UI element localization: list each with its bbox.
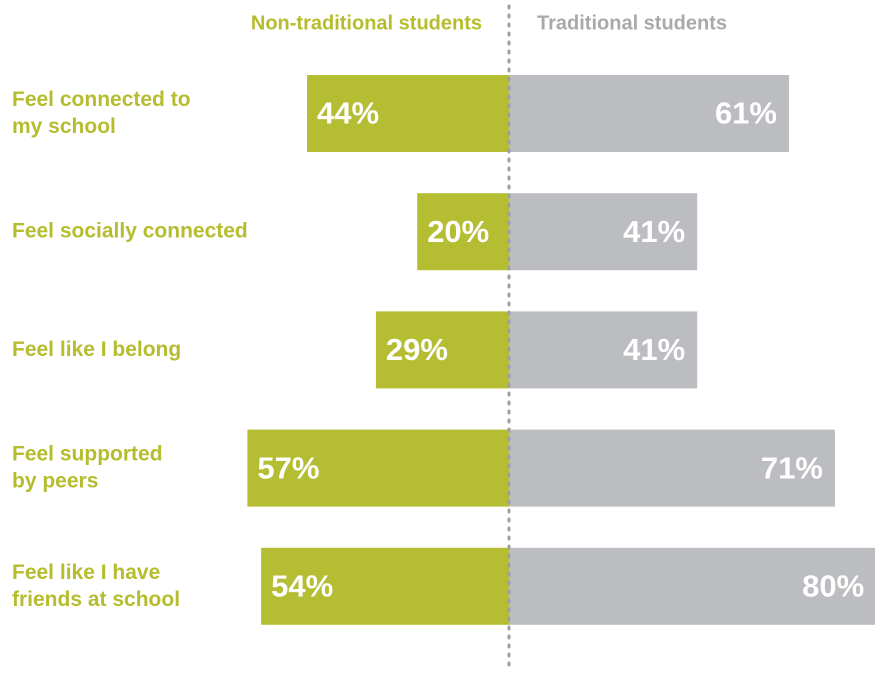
bar	[247, 429, 509, 507]
bar	[261, 547, 509, 625]
bar	[509, 547, 875, 625]
category-label: Feel supported by peers	[12, 442, 163, 492]
bar	[509, 429, 835, 507]
value-label: 71%	[761, 450, 823, 485]
legend-entry: Traditional students	[537, 12, 727, 34]
value-label: 57%	[257, 450, 319, 485]
value-label: 54%	[271, 568, 333, 603]
value-label: 20%	[427, 214, 489, 249]
category-label: Feel like I have friends at school	[12, 560, 180, 610]
value-label: 41%	[623, 332, 685, 367]
value-label: 61%	[715, 96, 777, 131]
value-label: 80%	[802, 568, 864, 603]
category-label: Feel socially connected	[12, 219, 248, 242]
bar	[509, 75, 789, 152]
bar	[417, 193, 509, 271]
category-label: Feel like I belong	[12, 337, 181, 360]
bar	[375, 311, 509, 389]
legend-entry: Non-traditional students	[251, 12, 482, 34]
bar	[509, 193, 698, 271]
bar	[307, 75, 509, 152]
value-label: 29%	[386, 332, 448, 367]
bar	[509, 311, 698, 389]
value-label: 44%	[317, 96, 379, 131]
value-label: 41%	[623, 214, 685, 249]
category-label: Feel connected to my school	[12, 88, 191, 138]
